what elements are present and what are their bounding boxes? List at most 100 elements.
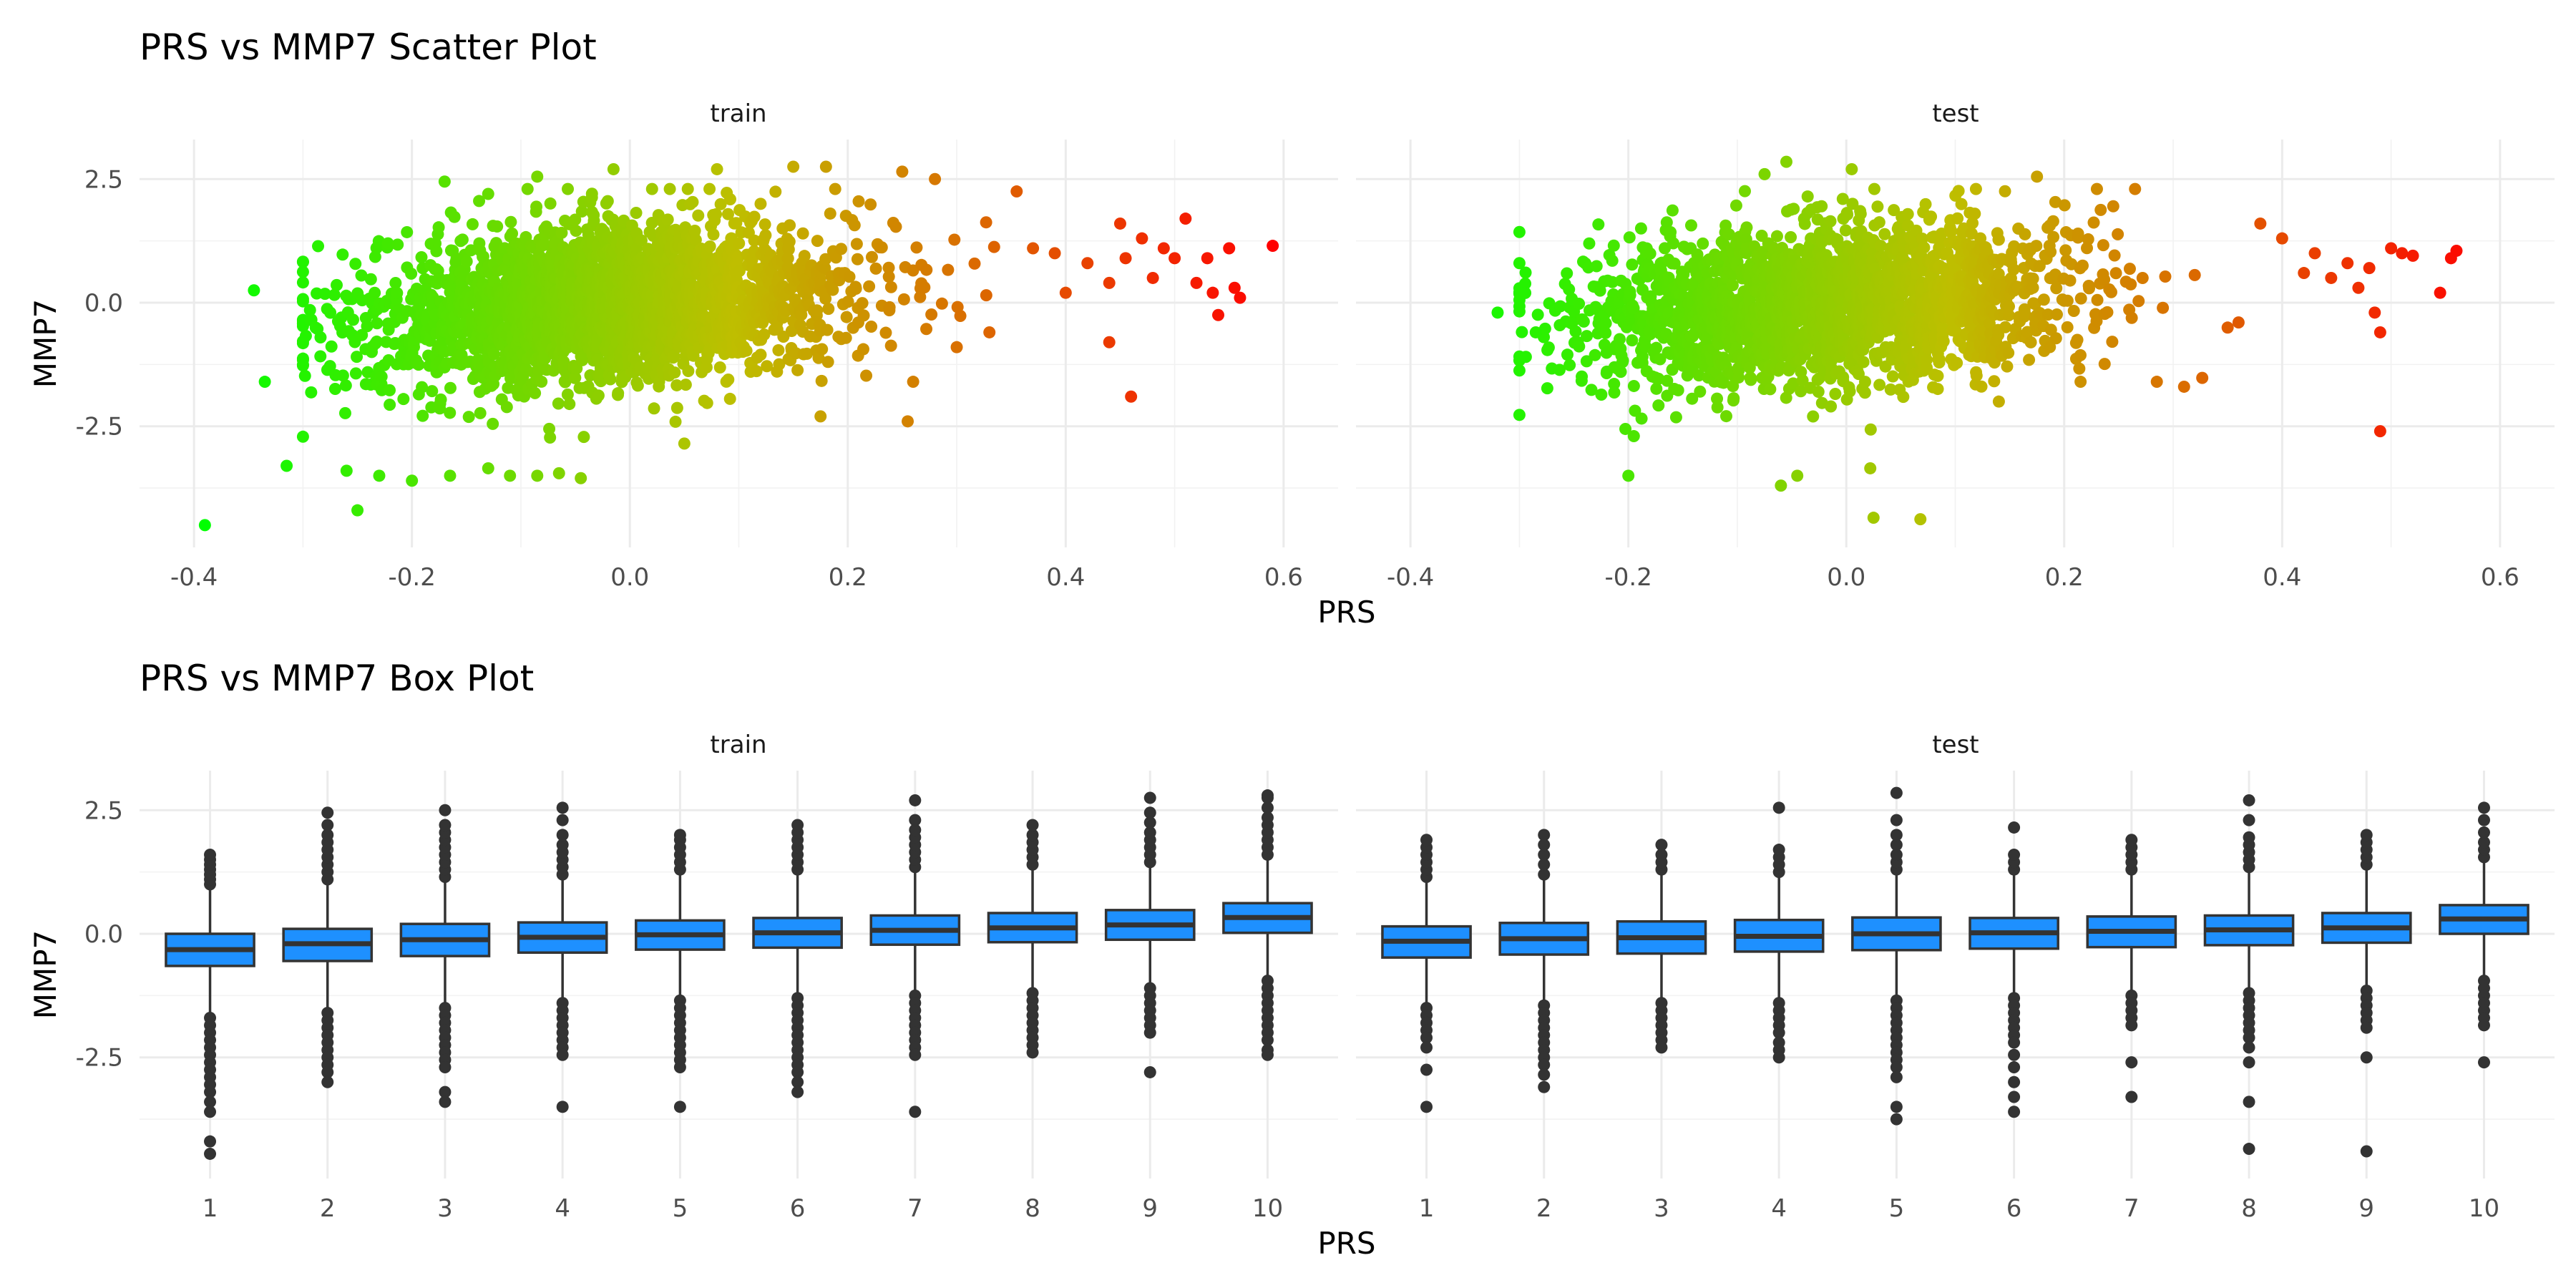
scatter-point (1616, 354, 1629, 367)
scatter-point (1592, 218, 1605, 231)
scatter-point (299, 329, 312, 342)
scatter-point (373, 469, 386, 482)
scatter-point (339, 379, 352, 392)
scatter-point (1113, 217, 1126, 230)
scatter-point (1787, 203, 1800, 215)
scatter-point (1846, 197, 1859, 210)
scatter-point (631, 379, 644, 392)
scatter-point (1590, 260, 1603, 273)
scatter-point (1886, 370, 1899, 383)
scatter-point (826, 283, 839, 296)
scatter-point (1901, 208, 1914, 220)
scatter-point (821, 323, 834, 336)
scatter-point (296, 295, 309, 308)
scatter-point (1519, 277, 1532, 290)
scatter-point (491, 220, 504, 233)
scatter-point (1686, 392, 1699, 405)
scatter-point (2073, 362, 2086, 375)
scatter-point (2074, 348, 2087, 361)
scatter-point (668, 350, 680, 363)
scatter-point (2071, 333, 2084, 346)
scatter-point (312, 240, 325, 253)
scatter-point (349, 367, 362, 380)
scatter-point (2090, 315, 2103, 328)
scatter-point (1228, 281, 1241, 294)
scatter-point (1608, 378, 1621, 391)
scatter-point (801, 347, 814, 360)
scatter-point (544, 431, 557, 444)
scatter-point (2001, 360, 2014, 373)
scatter-point (473, 195, 486, 208)
scatter-point (1125, 390, 1138, 403)
scatter-point (1635, 412, 1648, 425)
scatter-point (1740, 233, 1752, 245)
scatter-point (570, 225, 582, 238)
scatter-point (2026, 272, 2039, 285)
scatter-point (1878, 228, 1891, 240)
scatter-point (314, 350, 327, 363)
scatter-point (426, 385, 439, 398)
scatter-point (296, 276, 309, 289)
scatter-point (668, 366, 681, 379)
scatter-point (1010, 185, 1023, 198)
scatter-point (1531, 308, 1544, 321)
scatter-point (2002, 300, 2015, 313)
scatter-point (375, 370, 388, 383)
scatter-point (462, 411, 475, 424)
scatter-point (563, 398, 576, 411)
scatter-point (1874, 240, 1887, 253)
scatter-point (1829, 387, 1842, 400)
scatter-point (2058, 199, 2071, 212)
scatter-point (1666, 204, 1679, 217)
scatter-point (1619, 422, 1632, 435)
scatter-point (612, 387, 625, 400)
scatter-point (2061, 294, 2074, 307)
scatter-x-ticks-train: -0.4 -0.2 0.0 0.2 0.4 0.6 (170, 563, 1303, 592)
scatter-point (791, 364, 804, 376)
scatter-point (587, 215, 600, 228)
scatter-point (1513, 409, 1526, 421)
scatter-point (552, 467, 565, 479)
scatter-point (884, 280, 897, 293)
scatter-point (1992, 233, 2005, 246)
scatter-point (2064, 274, 2077, 287)
scatter-point (575, 205, 588, 218)
scatter-point (2087, 216, 2100, 229)
scatter-point (1937, 335, 1950, 348)
scatter-point (460, 255, 473, 268)
scatter-point (688, 224, 701, 237)
scatter-point (630, 207, 643, 220)
scatter-point (661, 213, 674, 226)
scatter-point (1945, 225, 1958, 238)
scatter-x-tick-label: 0.2 (829, 563, 867, 592)
scatter-point (772, 343, 785, 356)
scatter-point (2072, 227, 2084, 240)
scatter-point (577, 431, 590, 444)
scatter-point (1740, 221, 1753, 234)
scatter-x-tick-label: 0.0 (610, 563, 649, 592)
scatter-point (349, 258, 362, 270)
scatter-point (1573, 297, 1586, 310)
scatter-point (819, 253, 832, 265)
scatter-point (2026, 281, 2039, 294)
scatter-point (1843, 385, 1856, 398)
scatter-point (328, 288, 341, 301)
scatter-point (1839, 224, 1852, 237)
scatter-point (2109, 267, 2122, 280)
scatter-point (848, 219, 861, 232)
scatter-point (670, 401, 683, 414)
scatter-point (902, 415, 914, 428)
scatter-point (1968, 208, 1981, 220)
scatter-point (678, 437, 691, 450)
scatter-point (2104, 286, 2117, 298)
scatter-point (2101, 306, 2114, 318)
scatter-point (1569, 325, 1582, 338)
scatter-point (733, 237, 746, 250)
scatter-point (781, 252, 794, 265)
scatter-point (692, 209, 705, 222)
scatter-point (1513, 305, 1526, 318)
scatter-point (1726, 279, 1739, 292)
scatter-point (2023, 353, 2036, 366)
scatter-point (391, 238, 404, 251)
